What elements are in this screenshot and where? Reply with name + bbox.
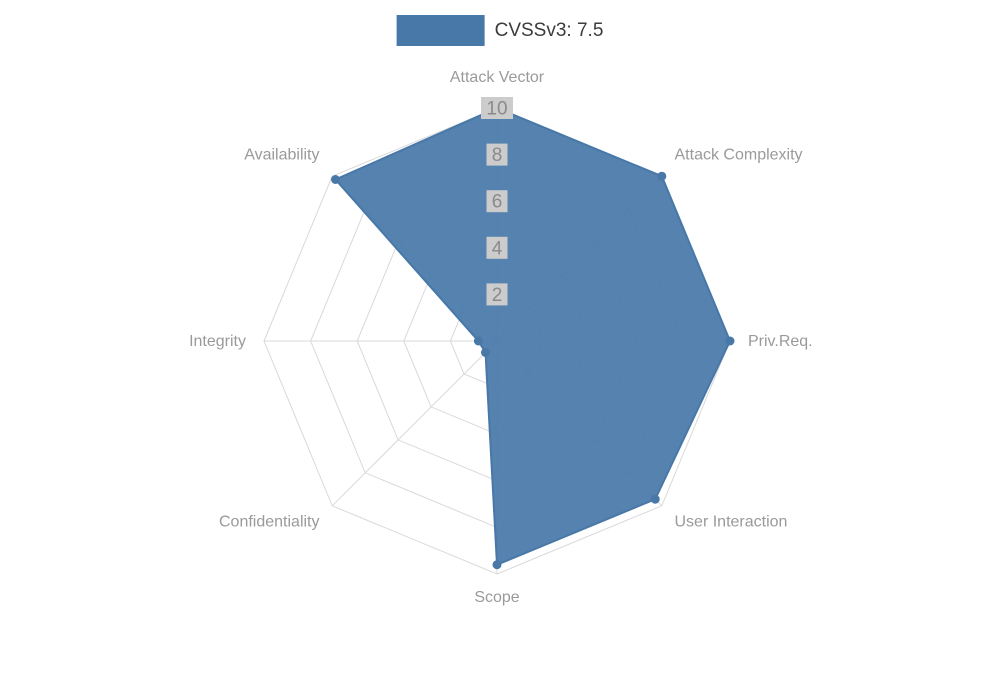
legend-label: CVSSv3: 7.5 xyxy=(494,19,604,41)
legend-swatch xyxy=(396,15,485,46)
data-point-user-interaction xyxy=(650,494,660,504)
tick-backdrop-10 xyxy=(481,97,513,119)
axis-label-availability: Availability xyxy=(244,147,319,164)
tick-label-8: 8 xyxy=(492,145,503,166)
chart-legend[interactable]: CVSSv3: 7.5 xyxy=(396,15,604,46)
tick-label-4: 4 xyxy=(492,238,503,259)
tick-backdrop-6 xyxy=(486,190,508,213)
data-point-availability xyxy=(331,175,340,184)
axis-label-attack-vector: Attack Vector xyxy=(450,69,545,86)
tick-backdrop-2 xyxy=(486,283,508,306)
axis-spoke-confidentiality xyxy=(331,340,498,507)
tick-label-6: 6 xyxy=(492,192,503,213)
data-polygon-cvssv3-7-5 xyxy=(333,106,732,567)
data-point-confidentiality xyxy=(481,348,490,357)
data-point-priv-req xyxy=(725,336,735,346)
tick-backdrop-8 xyxy=(486,143,508,166)
data-point-attack-complexity xyxy=(657,171,667,181)
axis-label-user-interaction: User Interaction xyxy=(675,514,788,531)
tick-label-2: 2 xyxy=(492,285,503,306)
axis-label-priv-req: Priv.Req. xyxy=(748,333,813,350)
data-point-scope xyxy=(492,560,502,570)
axis-label-attack-complexity: Attack Complexity xyxy=(675,147,803,164)
tick-backdrop-4 xyxy=(486,236,508,259)
axis-label-scope: Scope xyxy=(474,589,519,606)
axis-label-confidentiality: Confidentiality xyxy=(219,514,320,531)
tick-label-10: 10 xyxy=(486,99,507,120)
axis-label-integrity: Integrity xyxy=(189,333,246,350)
data-point-integrity xyxy=(473,336,483,346)
